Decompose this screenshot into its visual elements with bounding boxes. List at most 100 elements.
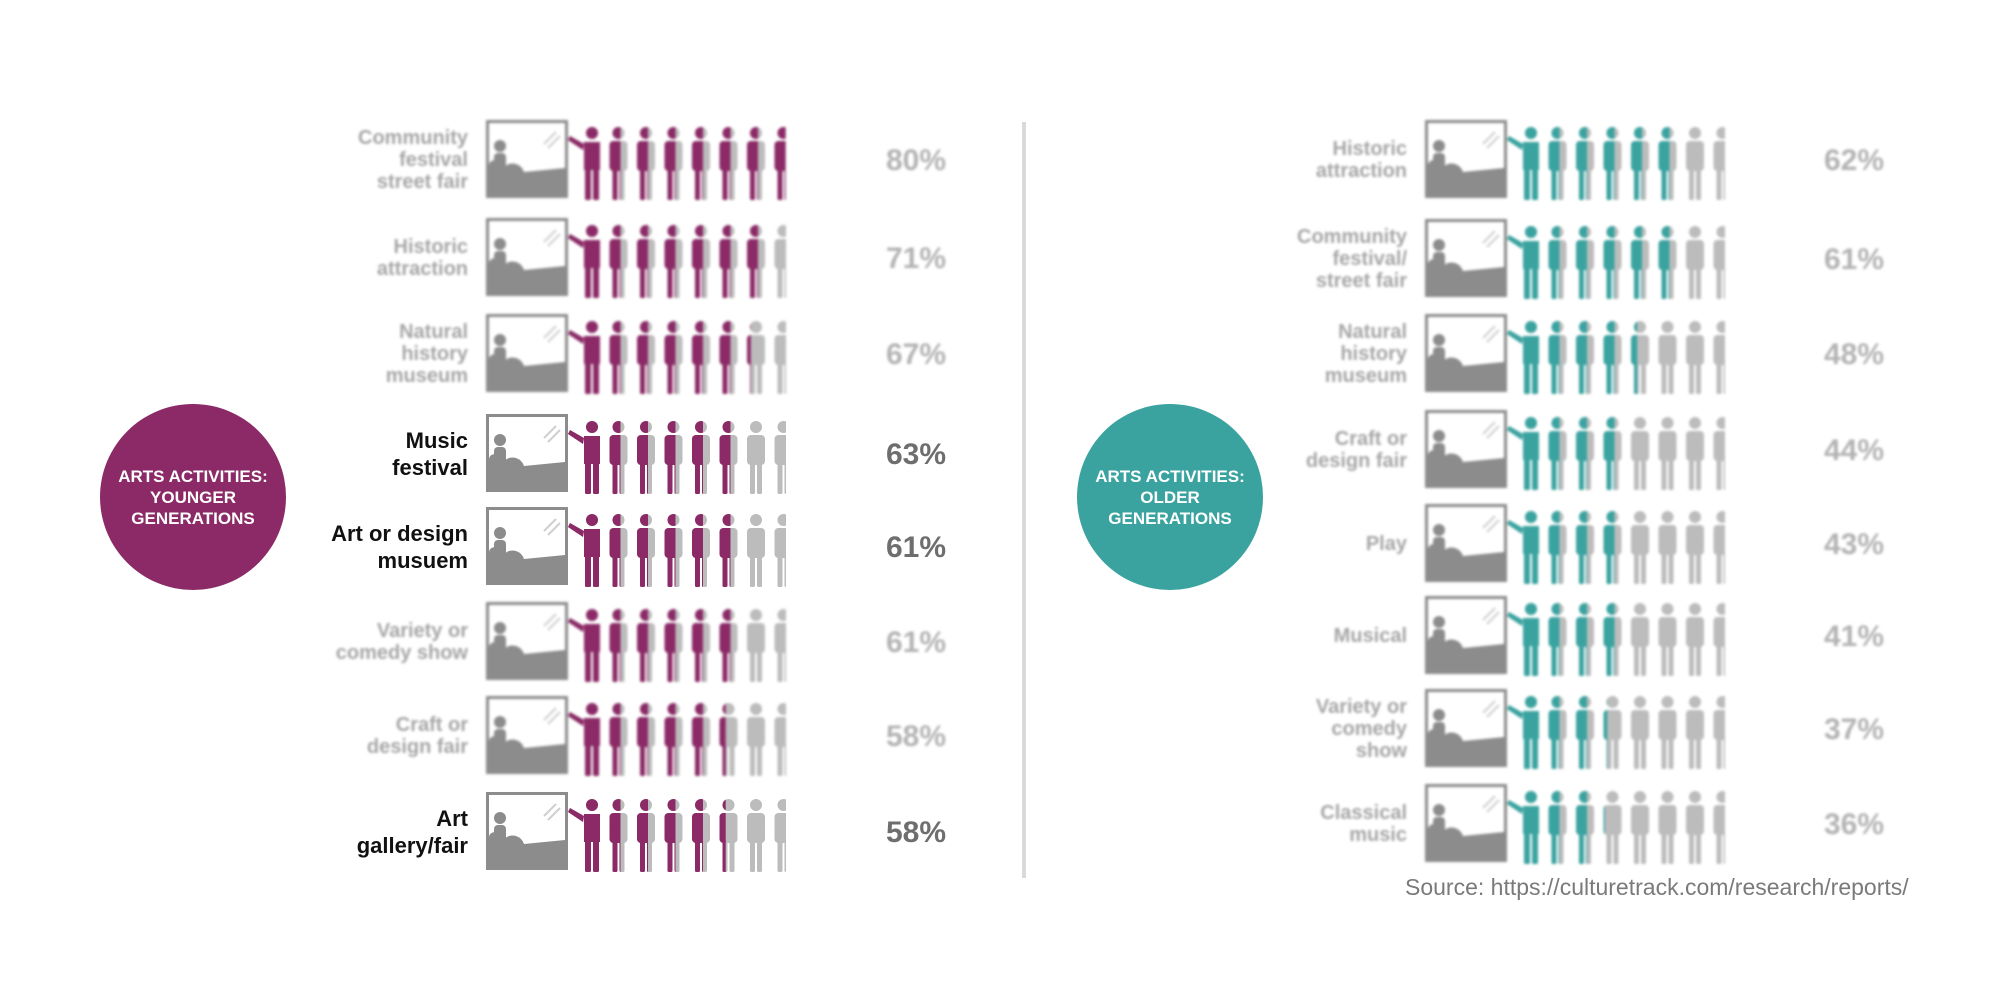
person-shape-filled (1658, 127, 1670, 200)
person-figure-icon (664, 321, 683, 394)
percent-label: 61% (1824, 243, 1885, 276)
person-figure-icon (637, 609, 655, 682)
person-shape-filled (692, 799, 703, 872)
person-figure-icon (1713, 696, 1725, 769)
person-figure-icon (1507, 696, 1539, 769)
person-shape (747, 421, 765, 494)
person-shape-filled (692, 321, 703, 394)
person-shape-filled (609, 321, 621, 394)
person-shape-filled (1576, 511, 1587, 584)
person-figure-icon (1548, 696, 1567, 769)
category-label-line: Music (405, 428, 468, 453)
person-figure-icon (719, 127, 738, 200)
person-figure-icon (568, 609, 600, 682)
percent-label: 58% (886, 816, 947, 849)
person-figure-icon (719, 703, 738, 776)
person-shape-filled (692, 225, 703, 298)
person-shape (774, 321, 786, 394)
person-figure-icon (1658, 696, 1677, 769)
person-shape-filled (1631, 127, 1642, 200)
person-shape-filled (568, 514, 600, 587)
person-shape-filled (1548, 321, 1560, 394)
person-figure-icon (1576, 226, 1594, 299)
category-label-line: attraction (1315, 160, 1407, 182)
category-label-line: street fair (1315, 270, 1407, 292)
person-shape (774, 421, 786, 494)
person-shape (1713, 791, 1725, 864)
person-figure-icon (609, 127, 628, 200)
category-label-line: Musical (1333, 625, 1407, 647)
person-figure-icon (1713, 791, 1725, 864)
person-shape-filled (664, 225, 676, 298)
person-shape-filled (719, 421, 731, 494)
person-figure-icon (1576, 603, 1594, 676)
pictogram-row (486, 314, 786, 394)
category-label-line: Variety or (1315, 696, 1407, 718)
percent-label: 80% (886, 144, 947, 177)
person-shape-filled (1507, 127, 1539, 200)
person-shape-filled (719, 703, 726, 776)
person-shape (1658, 511, 1677, 584)
person-shape-filled (637, 514, 648, 587)
person-shape (774, 514, 786, 587)
person-shape (1658, 417, 1677, 490)
person-figure-icon (1713, 417, 1725, 490)
person-figure-icon (719, 514, 738, 587)
picture-frame-icon (1425, 784, 1507, 862)
person-figure-icon (774, 799, 786, 872)
person-shape-filled (1507, 226, 1539, 299)
person-shape-filled (664, 421, 676, 494)
person-shape-filled (692, 421, 703, 494)
person-shape (1686, 127, 1704, 200)
person-figure-icon (637, 225, 655, 298)
person-shape (1658, 791, 1677, 864)
category-label-line: Craft or (395, 714, 468, 736)
person-figure-icon (1548, 417, 1567, 490)
person-figure-icon (1603, 417, 1622, 490)
person-figure-icon (747, 799, 765, 872)
category-label-line: musuem (377, 548, 468, 573)
person-shape-filled (1576, 696, 1587, 769)
person-figure-icon (692, 321, 710, 394)
person-shape (747, 703, 765, 776)
person-shape (774, 609, 786, 682)
person-shape-filled (568, 609, 600, 682)
person-figure-icon (1576, 127, 1594, 200)
person-shape-filled (692, 127, 703, 200)
person-shape (1631, 696, 1649, 769)
person-figure-icon (568, 799, 600, 872)
source-note: Source: https://culturetrack.com/researc… (1405, 874, 1909, 900)
person-shape-filled (719, 609, 731, 682)
person-figure-icon (719, 321, 738, 394)
person-shape-filled (1576, 127, 1587, 200)
older-generations-title: ARTS ACTIVITIES: OLDER GENERATIONS (1095, 466, 1245, 528)
person-figure-icon (1713, 127, 1725, 200)
category-label-line: Play (1365, 533, 1407, 555)
person-figure-icon (1548, 226, 1567, 299)
pictogram-row (1425, 504, 1725, 584)
person-figure-icon (664, 609, 683, 682)
person-shape (1686, 791, 1704, 864)
person-shape (774, 703, 786, 776)
person-shape-filled (1603, 511, 1615, 584)
person-shape (1713, 321, 1725, 394)
person-shape-filled (692, 514, 703, 587)
person-figure-icon (1603, 511, 1622, 584)
person-figure-icon (1686, 696, 1704, 769)
category-label-line: comedy show (335, 642, 468, 664)
category-label-line: design fair (366, 736, 468, 758)
person-figure-icon (692, 703, 710, 776)
person-figure-icon (609, 609, 628, 682)
person-figure-icon (719, 421, 738, 494)
person-figure-icon (664, 127, 683, 200)
category-label: Classical music (1247, 802, 1407, 846)
person-figure-icon (1631, 603, 1649, 676)
percent-label: 67% (886, 338, 947, 371)
picture-frame-icon (486, 507, 568, 585)
picture-frame-icon (1425, 596, 1507, 674)
person-shape (774, 799, 786, 872)
category-label: Music festival (308, 427, 468, 481)
person-shape (1713, 226, 1725, 299)
person-shape (1658, 603, 1677, 676)
person-figure-icon (568, 421, 600, 494)
